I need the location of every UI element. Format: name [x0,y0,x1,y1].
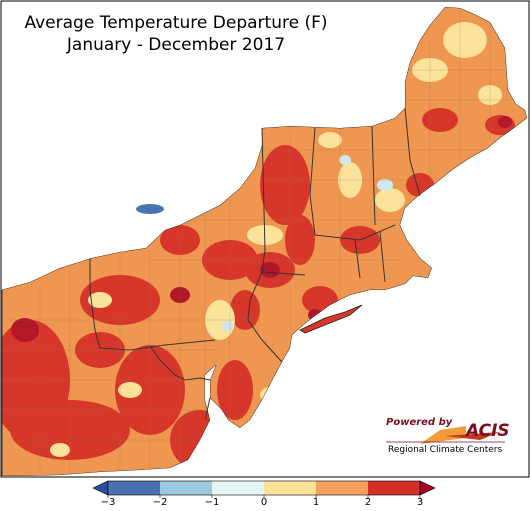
legend-tick-label: −2 [152,497,168,508]
legend-tick-label: 3 [416,497,424,508]
legend-tick-label: −3 [100,497,116,508]
rcc-label: Regional Climate Centers [388,445,503,455]
acis-logo [386,426,505,444]
acis-wordmark: ACIS [466,421,510,441]
legend-tick-label: 0 [260,497,268,508]
legend-tick-label: −1 [204,497,220,508]
legend-tick-label: 1 [312,497,320,508]
color-legend [92,480,436,498]
map-subtitle: January - December 2017 [66,35,286,55]
legend-tick-label: 2 [364,497,372,508]
map-title: Average Temperature Departure (F) [24,13,328,33]
county-lines [1,10,520,476]
cold-spot [136,204,164,214]
powered-by-label: Powered by [386,417,453,428]
long-island [299,304,363,334]
